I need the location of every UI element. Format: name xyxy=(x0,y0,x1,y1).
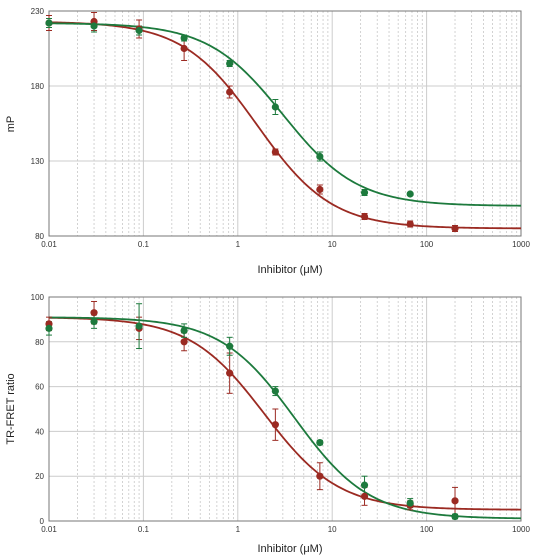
y-tick-label: 20 xyxy=(35,472,44,481)
x-tick-label: 0.1 xyxy=(138,240,150,249)
y-tick-label: 230 xyxy=(31,7,45,16)
chart-mp: 0.01 0.1 1 10 100 1000 80 130 180 230 Inhibitor … xyxy=(5,7,530,276)
fit-curve xyxy=(48,21,522,230)
y-tick-labels: 80 130 180 230 xyxy=(31,7,45,241)
data-point xyxy=(226,88,234,96)
x-tick-label: 1000 xyxy=(512,525,530,534)
y-tick-labels: 0 20 40 60 80 100 xyxy=(31,293,45,526)
data-point xyxy=(406,190,414,198)
data-point xyxy=(90,309,98,317)
fit-curve xyxy=(48,22,522,207)
data-point xyxy=(226,59,234,68)
y-tick-label: 80 xyxy=(35,232,44,241)
data-point xyxy=(360,212,369,221)
x-tick-label: 10 xyxy=(328,525,337,534)
y-axis-label: TR-FRET ratio xyxy=(5,373,17,444)
data-point xyxy=(180,44,188,53)
data-point xyxy=(226,342,234,350)
x-tick-label: 10 xyxy=(328,240,337,249)
y-axis-label: mP xyxy=(5,116,17,133)
plot-frame xyxy=(48,296,522,522)
data-point xyxy=(271,148,279,156)
y-tick-label: 60 xyxy=(35,383,44,392)
data-point xyxy=(451,224,459,233)
grid-lines xyxy=(48,10,522,237)
data-point xyxy=(180,327,188,335)
chart-tr-fret: 0.01 0.1 1 10 100 1000 0 20 40 60 80 100 Inhibitor… xyxy=(5,293,530,555)
x-axis-label: Inhibitor (μM) xyxy=(257,543,322,555)
data-point xyxy=(90,22,98,30)
data-point xyxy=(451,512,459,521)
data-point xyxy=(180,34,188,42)
data-point xyxy=(360,188,369,197)
x-tick-label: 0.01 xyxy=(41,525,57,534)
data-point xyxy=(316,472,324,480)
y-tick-label: 100 xyxy=(31,293,45,302)
fit-curve xyxy=(48,316,522,511)
x-tick-label: 1 xyxy=(236,240,241,249)
plot-frame xyxy=(48,10,522,237)
y-tick-label: 180 xyxy=(31,82,45,91)
x-tick-label: 0.01 xyxy=(41,240,57,249)
data-point xyxy=(271,387,279,395)
data-point xyxy=(45,19,53,27)
data-point xyxy=(360,481,369,489)
x-tick-label: 100 xyxy=(420,240,434,249)
x-tick-label: 100 xyxy=(420,525,434,534)
data-point xyxy=(90,318,98,326)
data-point xyxy=(316,152,324,161)
grid-lines xyxy=(48,296,522,522)
data-points xyxy=(45,17,459,233)
y-tick-label: 80 xyxy=(35,338,44,347)
data-point xyxy=(45,324,53,332)
y-tick-label: 40 xyxy=(35,427,44,436)
data-point xyxy=(271,103,279,111)
data-point xyxy=(316,185,324,194)
data-point xyxy=(226,369,234,377)
data-point xyxy=(406,499,414,507)
data-point xyxy=(135,26,143,35)
data-point xyxy=(271,421,279,429)
x-tick-label: 0.1 xyxy=(138,525,150,534)
x-tick-labels: 0.01 0.1 1 10 100 1000 xyxy=(41,240,530,249)
error-bars xyxy=(46,12,459,232)
x-tick-label: 1000 xyxy=(512,240,530,249)
fit-curves xyxy=(48,316,522,520)
x-tick-label: 1 xyxy=(236,525,241,534)
x-tick-labels: 0.01 0.1 1 10 100 1000 xyxy=(41,525,530,534)
y-tick-label: 130 xyxy=(31,157,45,166)
data-point xyxy=(360,492,369,500)
fit-curves xyxy=(48,21,522,230)
data-point xyxy=(135,322,143,330)
data-point xyxy=(316,439,324,447)
fit-curve xyxy=(48,316,522,520)
y-tick-label: 0 xyxy=(40,517,45,526)
data-points xyxy=(45,309,459,521)
x-axis-label: Inhibitor (μM) xyxy=(257,264,322,276)
data-point xyxy=(406,220,414,228)
error-bars xyxy=(46,300,459,520)
data-point xyxy=(180,338,188,346)
data-point xyxy=(451,497,459,505)
